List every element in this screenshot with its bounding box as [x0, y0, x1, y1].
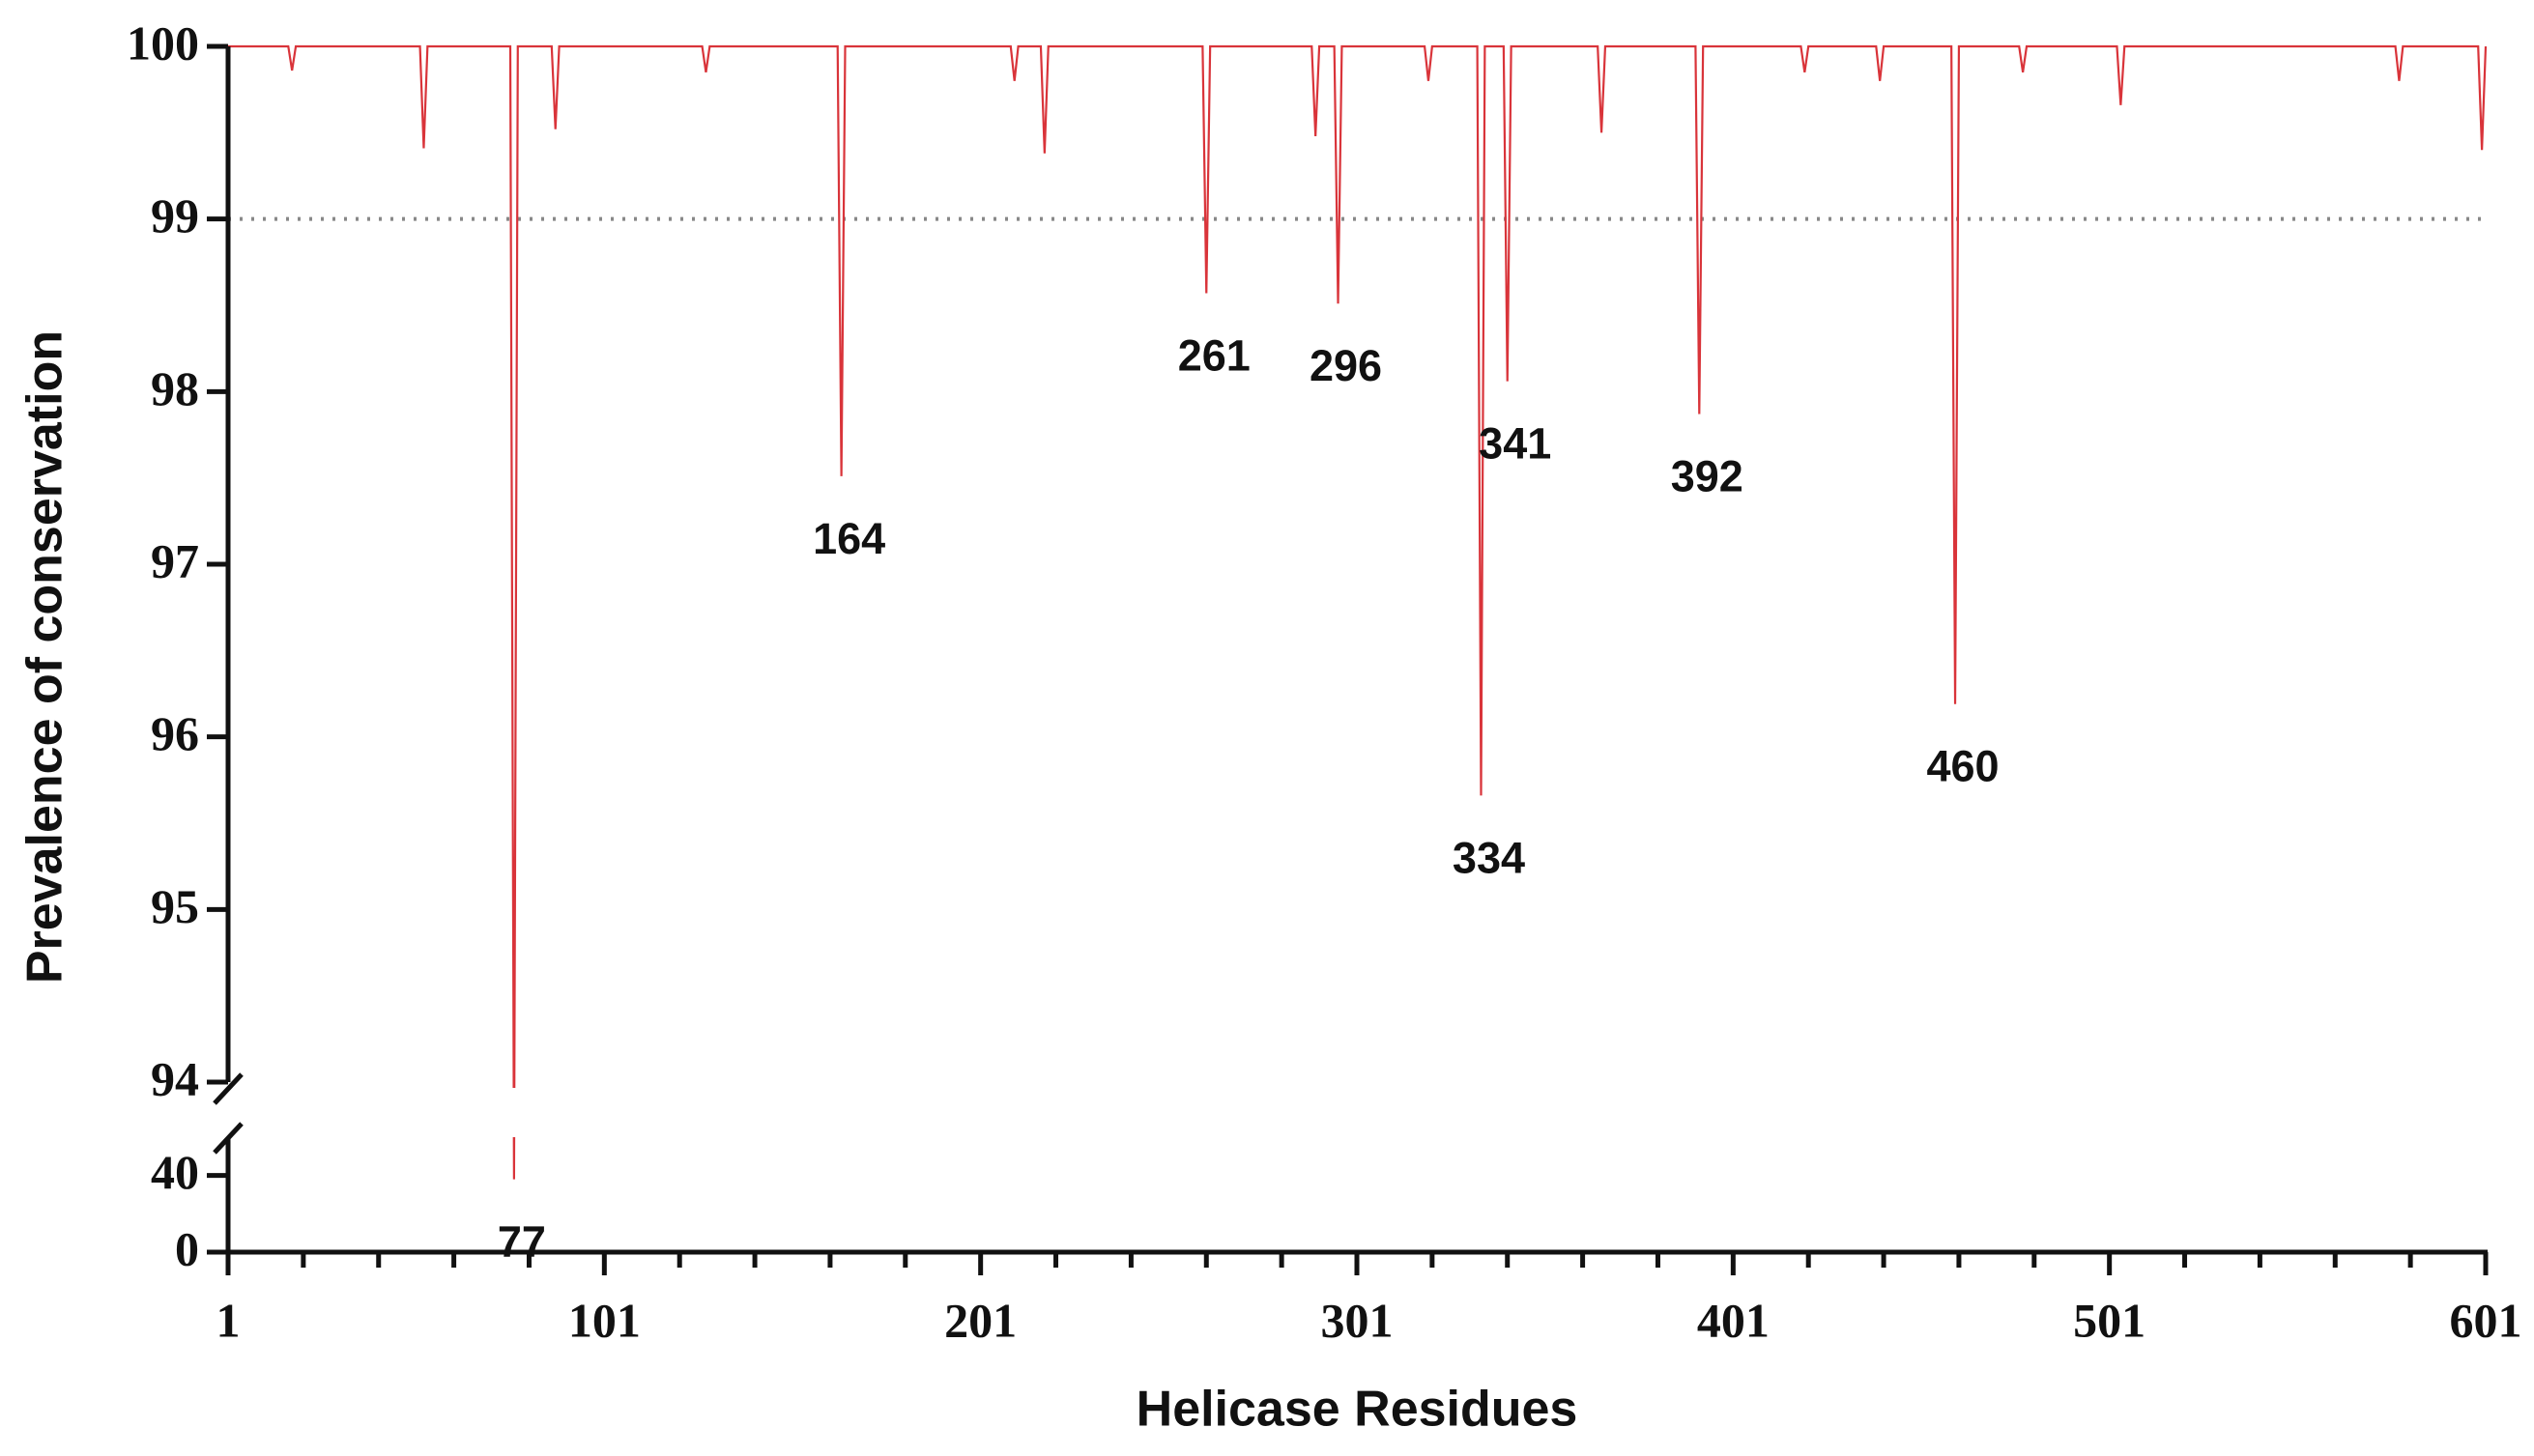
annotation: 77 [498, 1217, 546, 1267]
x-tick-label: 301 [1321, 1293, 1394, 1347]
y-tick-label: 100 [127, 15, 199, 70]
y-tick-label: 0 [175, 1221, 199, 1275]
annotation: 261 [1178, 330, 1251, 380]
y-tick-label: 97 [151, 533, 199, 587]
annotation: 296 [1310, 341, 1382, 390]
x-tick-label: 601 [2450, 1293, 2522, 1347]
x-tick-label: 1 [216, 1293, 241, 1347]
annotation: 164 [813, 514, 885, 563]
series-line [228, 44, 2488, 1180]
x-axis-title: Helicase Residues [1137, 1382, 1578, 1438]
y-tick-label: 96 [151, 706, 199, 760]
y-tick-label: 98 [151, 361, 199, 415]
y-tick-label: 95 [151, 879, 199, 933]
x-tick-label: 401 [1697, 1293, 1770, 1347]
y-tick-label: 40 [151, 1145, 199, 1199]
x-tick-label: 201 [944, 1293, 1017, 1347]
annotation: 392 [1671, 451, 1743, 500]
y-axis-title: Prevalence of conservation [17, 330, 73, 984]
annotation: 334 [1453, 833, 1525, 882]
axis-break-mark [213, 1072, 244, 1105]
x-tick-label: 501 [2073, 1293, 2145, 1347]
annotation: 341 [1479, 419, 1551, 469]
y-tick-label: 99 [151, 188, 199, 243]
annotation: 460 [1926, 742, 1999, 791]
axis-break-gap [189, 1088, 2505, 1137]
axis-break-mark [213, 1122, 244, 1155]
y-tick-label: 94 [151, 1051, 199, 1105]
x-tick-label: 101 [568, 1293, 641, 1347]
